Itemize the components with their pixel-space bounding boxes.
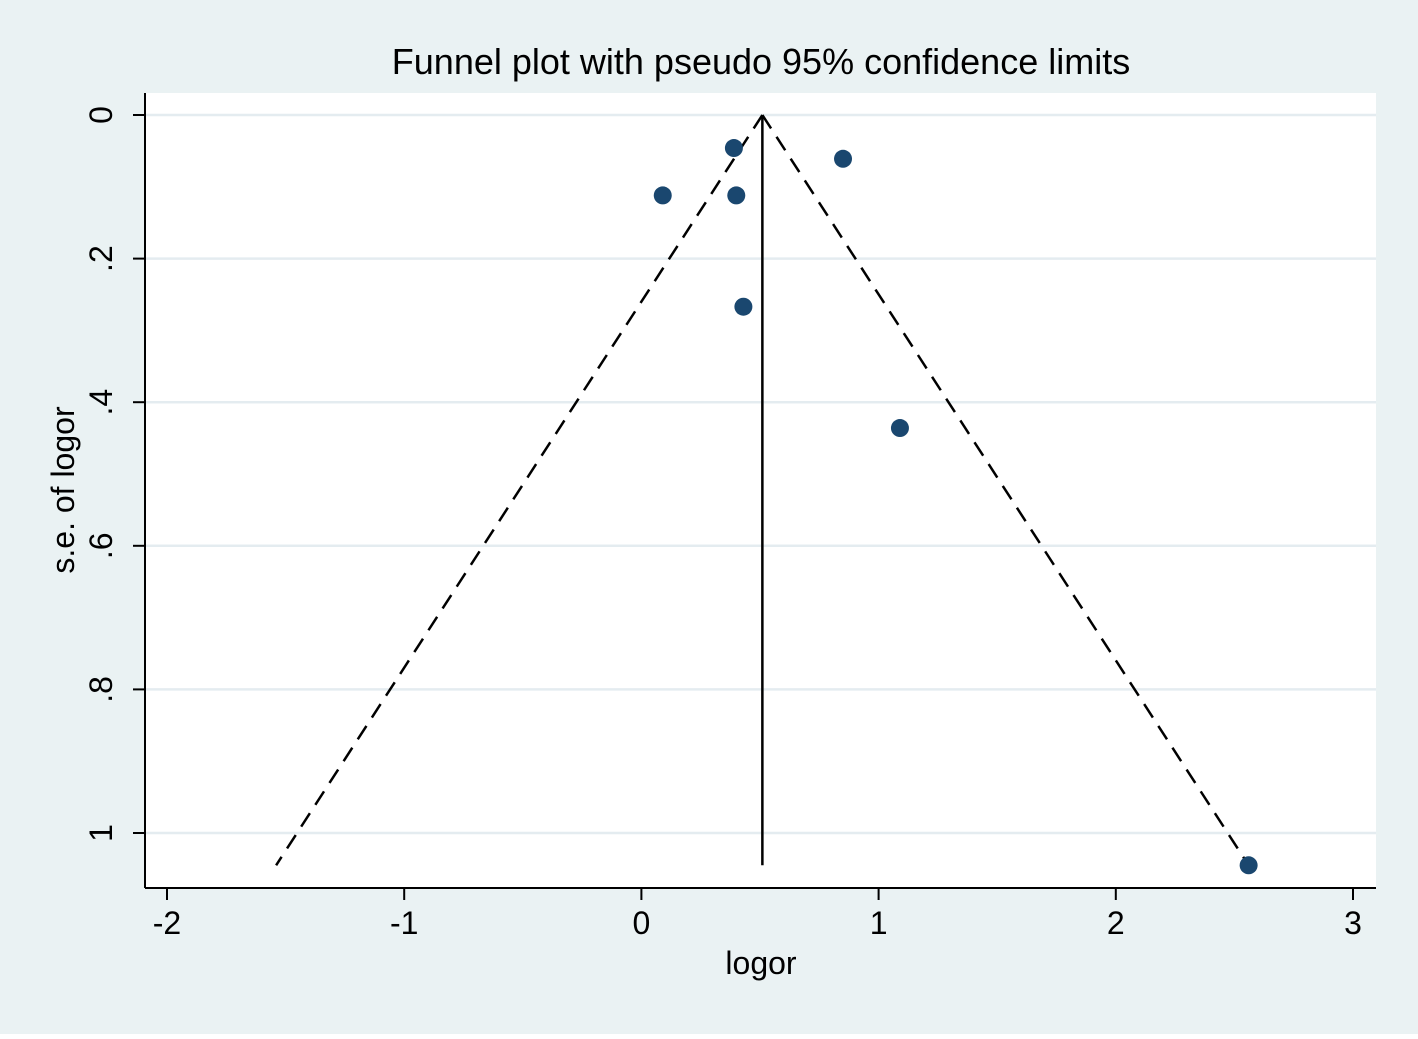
- study-point: [734, 297, 753, 316]
- plot-area: [145, 93, 1376, 888]
- study-point: [834, 149, 853, 168]
- x-axis-label: logor: [725, 945, 797, 981]
- x-tick-label: -2: [153, 905, 181, 941]
- x-tick-label: 1: [870, 905, 888, 941]
- study-point: [890, 419, 909, 438]
- confidence-limits: [275, 114, 1250, 866]
- y-tick-label: 1: [83, 824, 119, 842]
- x-axis-ticks: -2 -1 0 1 2 3: [153, 888, 1362, 941]
- y-tick-label: 0: [83, 106, 119, 124]
- y-tick-label: .4: [83, 389, 119, 416]
- study-point: [727, 186, 746, 205]
- lower-ci-limit-line: [275, 114, 764, 866]
- y-tick-label: .2: [83, 245, 119, 272]
- study-point: [724, 139, 743, 158]
- study-points: [653, 139, 1258, 875]
- gridlines: [145, 113, 1376, 835]
- x-tick-label: 2: [1107, 905, 1125, 941]
- x-tick-label: -1: [390, 905, 418, 941]
- upper-ci-limit-line: [761, 114, 1250, 866]
- y-tick-label: .6: [83, 532, 119, 559]
- study-point: [1239, 856, 1258, 875]
- chart-title: Funnel plot with pseudo 95% confidence l…: [392, 41, 1130, 82]
- study-point: [653, 186, 672, 205]
- y-tick-label: .8: [83, 676, 119, 703]
- y-axis-label: s.e. of logor: [45, 406, 81, 574]
- axes: [144, 93, 1376, 889]
- y-axis-ticks: 0 .2 .4 .6 .8 1: [83, 106, 145, 842]
- x-tick-label: 0: [633, 905, 651, 941]
- x-tick-label: 3: [1344, 905, 1362, 941]
